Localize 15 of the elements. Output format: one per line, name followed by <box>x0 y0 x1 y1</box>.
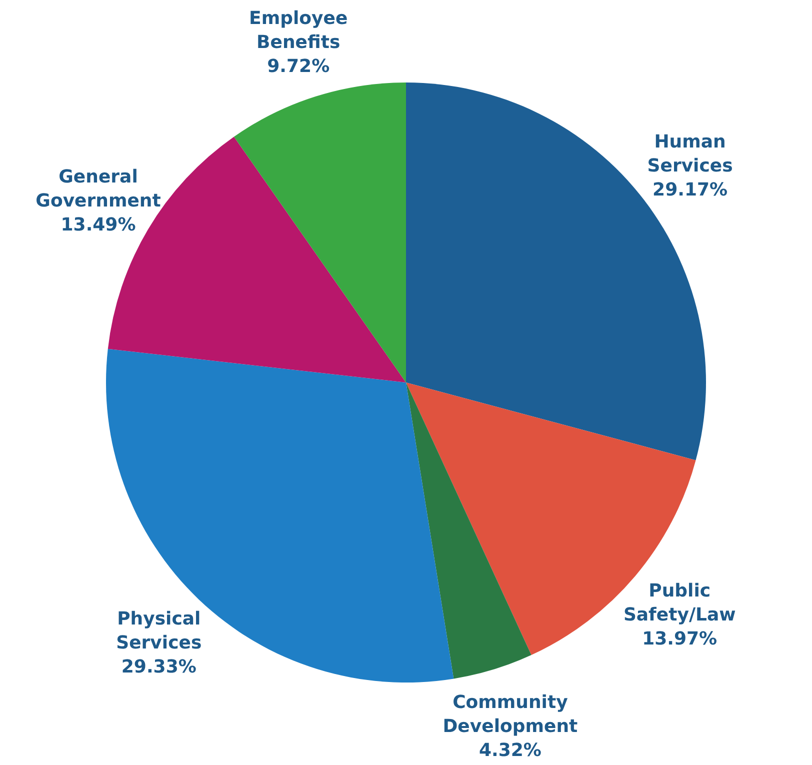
slice-label: General Government <box>36 166 162 212</box>
pie-slice <box>234 82 406 382</box>
slice-label: Human Services <box>647 132 733 177</box>
slice-label: Physical Services <box>116 608 202 654</box>
data-label: 4.32% <box>478 740 542 762</box>
data-label: 9.72% <box>267 56 330 78</box>
slice-label: Public Safety/Law <box>623 580 736 626</box>
slice-label: Community Development <box>442 692 578 738</box>
data-label: 29.17% <box>652 180 728 201</box>
pie-slice <box>106 348 454 682</box>
pie-slice <box>406 382 532 679</box>
data-label: 13.97% <box>642 628 718 650</box>
data-label: 29.33% <box>121 656 196 678</box>
slice-label: Employee Benefits <box>249 8 348 54</box>
data-label: 13.49% <box>60 214 136 236</box>
